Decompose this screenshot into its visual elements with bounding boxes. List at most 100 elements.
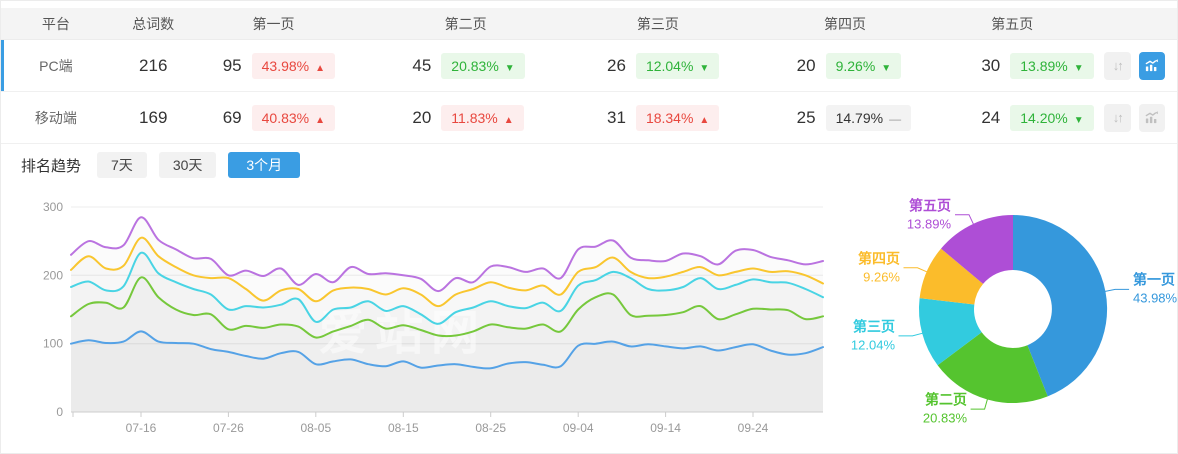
label-leader-line bbox=[903, 267, 929, 274]
svg-text:07-26: 07-26 bbox=[213, 421, 244, 435]
donut-label-第一页: 第一页 43.98% bbox=[1133, 269, 1177, 308]
page-5-cell: 30 13.89% ▼ bbox=[954, 40, 1104, 91]
updown-arrows-icon: ↓↑ bbox=[1112, 110, 1124, 125]
svg-text:08-25: 08-25 bbox=[475, 421, 506, 435]
table-row-mobile[interactable]: 移动端 169 69 40.83% ▲ 20 11.83% ▲ 31 18.34% ▲ 25 14.79… bbox=[1, 92, 1177, 144]
updown-sort-button[interactable]: ↓↑ bbox=[1104, 103, 1131, 132]
svg-text:09-24: 09-24 bbox=[738, 421, 769, 435]
column-header-7: 第五页 bbox=[991, 15, 1034, 32]
page-share-donut-chart: 第一页 43.98% 第二页 20.83% 第三页 12.04% 第四页 9.26% 第五页 13… bbox=[831, 171, 1177, 453]
tab-7-days[interactable]: 7天 bbox=[97, 151, 147, 179]
column-header-3: 第一页 bbox=[252, 15, 295, 32]
page-1-cell: 69 40.83% ▲ bbox=[196, 92, 386, 143]
series-line-第二页 bbox=[70, 276, 824, 339]
trend-range-tabs: 7天 30天 3个月 bbox=[97, 151, 301, 179]
page-2-cell: 45 20.83% ▼ bbox=[385, 40, 580, 91]
tab-3-months[interactable]: 3个月 bbox=[228, 151, 301, 179]
slice-name: 第四页 bbox=[858, 250, 900, 267]
change-down-icon: ▼ bbox=[504, 62, 515, 74]
donut-slice-第三页[interactable] bbox=[918, 298, 982, 366]
series-line-第四页 bbox=[70, 236, 824, 308]
svg-text:0: 0 bbox=[56, 405, 63, 419]
page-2-cell: 20 11.83% ▲ bbox=[385, 92, 580, 143]
donut-slice-第一页[interactable] bbox=[1013, 214, 1108, 397]
page-count: 24 bbox=[981, 107, 1001, 127]
change-percent: 14.79% bbox=[835, 109, 884, 126]
series-lines bbox=[70, 216, 824, 370]
change-down-icon: ▼ bbox=[1073, 62, 1084, 74]
page-count: 45 bbox=[412, 55, 432, 75]
column-header-5: 第三页 bbox=[636, 15, 679, 32]
change-down-icon: ▼ bbox=[881, 62, 892, 74]
watermark: 爱站网 bbox=[319, 307, 487, 360]
trend-chart-icon bbox=[1144, 110, 1159, 125]
page-count: 69 bbox=[222, 107, 242, 127]
slice-percent: 43.98% bbox=[1133, 290, 1178, 306]
page-count: 26 bbox=[607, 55, 626, 75]
change-badge: 14.79% — bbox=[825, 104, 912, 131]
page-count: 30 bbox=[981, 55, 1001, 75]
column-header-4: 第二页 bbox=[444, 15, 487, 32]
change-badge: 9.26% ▼ bbox=[825, 52, 902, 79]
updown-arrows-icon: ↓↑ bbox=[1112, 58, 1124, 73]
updown-sort-button[interactable]: ↓↑ bbox=[1104, 51, 1131, 80]
trend-header: 排名趋势 7天 30天 3个月 bbox=[21, 150, 301, 180]
svg-text:08-05: 08-05 bbox=[300, 421, 331, 435]
donut-svg bbox=[898, 214, 1130, 410]
label-leader-line bbox=[898, 332, 925, 337]
donut-slice-第五页[interactable] bbox=[941, 215, 1013, 284]
page-count: 95 bbox=[222, 55, 242, 75]
label-leader-line bbox=[970, 397, 989, 410]
change-percent: 40.83% bbox=[261, 109, 310, 126]
donut-slice-第四页[interactable] bbox=[919, 248, 984, 305]
change-badge: 14.20% ▼ bbox=[1010, 104, 1094, 131]
page-count: 31 bbox=[607, 107, 626, 127]
page-count: 25 bbox=[796, 107, 816, 127]
page-count: 20 bbox=[796, 55, 816, 75]
change-percent: 9.26% bbox=[835, 57, 876, 74]
donut-label-第三页: 第三页 12.04% bbox=[851, 316, 895, 355]
donut-label-第二页: 第二页 20.83% bbox=[923, 389, 967, 428]
series-line-第三页 bbox=[70, 251, 824, 325]
svg-text:200: 200 bbox=[43, 268, 63, 282]
page-4-cell: 20 9.26% ▼ bbox=[770, 40, 955, 91]
column-header-6: 第四页 bbox=[824, 15, 867, 32]
svg-text:07-16: 07-16 bbox=[126, 421, 157, 435]
column-header-2: 总词数 bbox=[132, 15, 175, 32]
page-4-cell: 25 14.79% — bbox=[770, 92, 955, 143]
change-percent: 43.98% bbox=[261, 57, 310, 74]
page-3-cell: 31 18.34% ▲ bbox=[580, 92, 770, 143]
change-up-icon: ▲ bbox=[315, 62, 326, 74]
page-count: 20 bbox=[412, 107, 432, 127]
label-leader-line bbox=[955, 214, 975, 226]
change-up-icon: ▲ bbox=[503, 114, 514, 126]
total-words-cell: 169 bbox=[139, 107, 168, 127]
change-flat-icon: — bbox=[889, 111, 902, 126]
change-up-icon: ▲ bbox=[315, 114, 326, 126]
platform-cell: 移动端 bbox=[34, 109, 77, 126]
change-percent: 13.89% bbox=[1020, 57, 1068, 74]
change-up-icon: ▲ bbox=[699, 114, 710, 126]
donut-slice-第二页[interactable] bbox=[937, 332, 1048, 404]
series-line-第五页 bbox=[70, 216, 824, 293]
page-5-cell: 24 14.20% ▼ bbox=[954, 92, 1104, 143]
slice-name: 第二页 bbox=[925, 391, 967, 408]
change-percent: 20.83% bbox=[451, 57, 499, 74]
donut-label-第四页: 第四页 9.26% bbox=[858, 248, 900, 287]
slice-name: 第三页 bbox=[853, 318, 895, 335]
slice-name: 第一页 bbox=[1133, 271, 1175, 288]
trend-chart-button[interactable] bbox=[1138, 51, 1165, 80]
tab-30-days[interactable]: 30天 bbox=[158, 151, 217, 179]
change-percent: 11.83% bbox=[451, 109, 498, 126]
series-line-第一页 bbox=[70, 330, 824, 370]
table-row-pc[interactable]: PC端 216 95 43.98% ▲ 45 20.83% ▼ 26 12.04% ▼ 20 9.26%… bbox=[1, 40, 1177, 92]
change-badge: 13.89% ▼ bbox=[1010, 52, 1094, 79]
change-badge: 40.83% ▲ bbox=[251, 104, 336, 131]
trend-chart-button[interactable] bbox=[1138, 103, 1165, 132]
trend-line-chart: 爱站网 07-16 07-26 08-05 08-15 08-25 09-04 09-14 09… bbox=[19, 187, 864, 453]
table-header-row: 平台 总词数 第一页 第二页 第三页 第四页 第五页 bbox=[1, 8, 1177, 40]
change-badge: 11.83% ▲ bbox=[441, 104, 524, 131]
x-axis: 07-16 07-26 08-05 08-15 08-25 09-04 09-14 09-24 bbox=[71, 411, 823, 435]
slice-name: 第五页 bbox=[909, 197, 951, 214]
change-badge: 43.98% ▲ bbox=[251, 52, 336, 79]
